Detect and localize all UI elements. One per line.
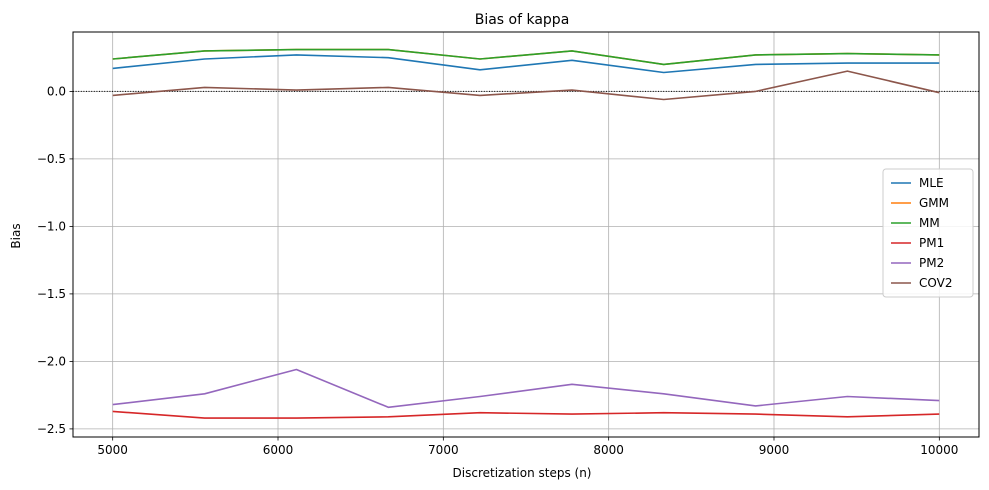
x-tick-label: 5000 (97, 443, 128, 457)
chart-title: Bias of kappa (475, 12, 570, 28)
x-tick-label: 7000 (428, 443, 459, 457)
y-axis-label: Bias (9, 223, 23, 248)
x-tick-label: 10000 (920, 443, 958, 457)
x-axis-label: Discretization steps (n) (453, 466, 592, 480)
plot-frame (72, 31, 980, 438)
y-axis-ticks: 0.0 −0.5 −1.0 −1.5 −2.0 −2.5 (37, 84, 73, 436)
series-line-cov2 (112, 70, 940, 101)
y-tick-label: −0.5 (37, 152, 66, 166)
legend: MLE GMM MM PM1 PM2 COV2 (882, 168, 974, 298)
series-line-mle (112, 54, 940, 74)
y-tick-label: 0.0 (47, 84, 66, 98)
legend-label: COV2 (919, 276, 952, 290)
legend-label: MM (919, 216, 940, 230)
series-line-mm (112, 48, 940, 66)
legend-label: PM2 (919, 256, 944, 270)
legend-label: GMM (919, 196, 949, 210)
series-line-pm1 (112, 410, 940, 419)
y-tick-label: −2.0 (37, 354, 66, 368)
legend-box (882, 168, 974, 298)
x-axis-ticks: 5000 6000 7000 8000 9000 10000 (97, 437, 958, 457)
series-line-pm2 (112, 368, 940, 409)
x-tick-label: 6000 (263, 443, 294, 457)
series-layer (112, 48, 940, 419)
x-tick-label: 9000 (759, 443, 790, 457)
y-tick-label: −1.5 (37, 287, 66, 301)
y-tick-label: −1.0 (37, 219, 66, 233)
legend-label: MLE (919, 176, 944, 190)
y-tick-label: −2.5 (37, 422, 66, 436)
legend-label: PM1 (919, 236, 944, 250)
x-tick-label: 8000 (593, 443, 624, 457)
